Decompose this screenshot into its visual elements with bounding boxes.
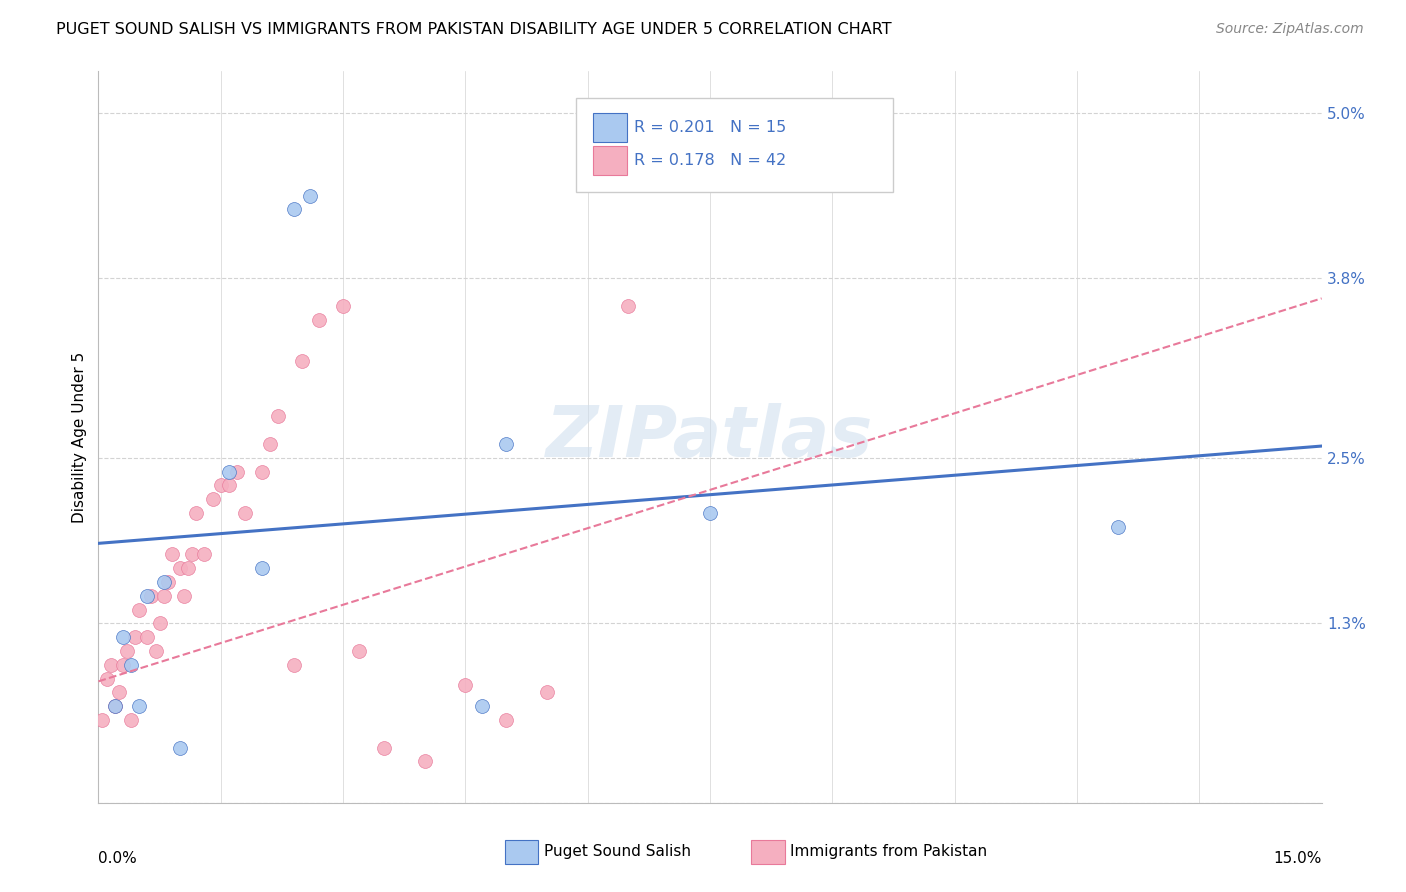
Point bbox=[1107, 520, 1129, 534]
Point bbox=[471, 699, 494, 714]
Text: ZIPatlas: ZIPatlas bbox=[547, 402, 873, 472]
Point bbox=[536, 685, 558, 699]
Point bbox=[250, 465, 273, 479]
Point bbox=[209, 478, 232, 492]
Point bbox=[218, 465, 240, 479]
Point bbox=[495, 713, 517, 727]
Point bbox=[259, 437, 281, 451]
Point bbox=[373, 740, 395, 755]
Point bbox=[201, 492, 224, 507]
Point bbox=[104, 699, 127, 714]
Text: 0.0%: 0.0% bbox=[98, 851, 138, 866]
Text: R = 0.178   N = 42: R = 0.178 N = 42 bbox=[634, 153, 786, 168]
Point bbox=[291, 354, 314, 368]
Point bbox=[177, 561, 200, 575]
Point bbox=[495, 437, 517, 451]
Point bbox=[699, 506, 721, 520]
Point bbox=[169, 740, 191, 755]
Point bbox=[267, 409, 290, 424]
Point bbox=[413, 755, 436, 769]
Point bbox=[160, 548, 183, 562]
Point bbox=[454, 678, 477, 692]
Point bbox=[100, 657, 122, 672]
Point bbox=[152, 589, 174, 603]
Point bbox=[173, 589, 195, 603]
Point bbox=[308, 312, 330, 326]
Point bbox=[104, 699, 127, 714]
Text: Puget Sound Salish: Puget Sound Salish bbox=[544, 845, 692, 859]
Point bbox=[115, 644, 138, 658]
Text: PUGET SOUND SALISH VS IMMIGRANTS FROM PAKISTAN DISABILITY AGE UNDER 5 CORRELATIO: PUGET SOUND SALISH VS IMMIGRANTS FROM PA… bbox=[56, 22, 891, 37]
Point bbox=[226, 465, 249, 479]
Point bbox=[149, 616, 172, 631]
Point bbox=[283, 202, 305, 217]
Point bbox=[141, 589, 163, 603]
Point bbox=[181, 548, 204, 562]
Point bbox=[120, 657, 142, 672]
Point bbox=[349, 644, 371, 658]
Point bbox=[152, 574, 174, 589]
Point bbox=[111, 657, 134, 672]
Point bbox=[128, 699, 150, 714]
Text: 15.0%: 15.0% bbox=[1274, 851, 1322, 866]
Point bbox=[332, 299, 354, 313]
Point bbox=[120, 713, 142, 727]
Point bbox=[136, 630, 159, 644]
Text: Source: ZipAtlas.com: Source: ZipAtlas.com bbox=[1216, 22, 1364, 37]
Point bbox=[169, 561, 191, 575]
Text: R = 0.201   N = 15: R = 0.201 N = 15 bbox=[634, 120, 786, 135]
Point bbox=[128, 602, 150, 616]
Point bbox=[156, 574, 179, 589]
Point bbox=[145, 644, 167, 658]
Point bbox=[617, 299, 640, 313]
Point bbox=[111, 630, 134, 644]
Point bbox=[283, 657, 305, 672]
Point bbox=[250, 561, 273, 575]
Text: Immigrants from Pakistan: Immigrants from Pakistan bbox=[790, 845, 987, 859]
Y-axis label: Disability Age Under 5: Disability Age Under 5 bbox=[72, 351, 87, 523]
Point bbox=[233, 506, 256, 520]
Point bbox=[108, 685, 131, 699]
Point bbox=[299, 188, 322, 202]
Point bbox=[91, 713, 114, 727]
Point bbox=[96, 672, 118, 686]
Point bbox=[193, 548, 215, 562]
Point bbox=[136, 589, 159, 603]
Point bbox=[186, 506, 208, 520]
Point bbox=[218, 478, 240, 492]
Point bbox=[124, 630, 146, 644]
